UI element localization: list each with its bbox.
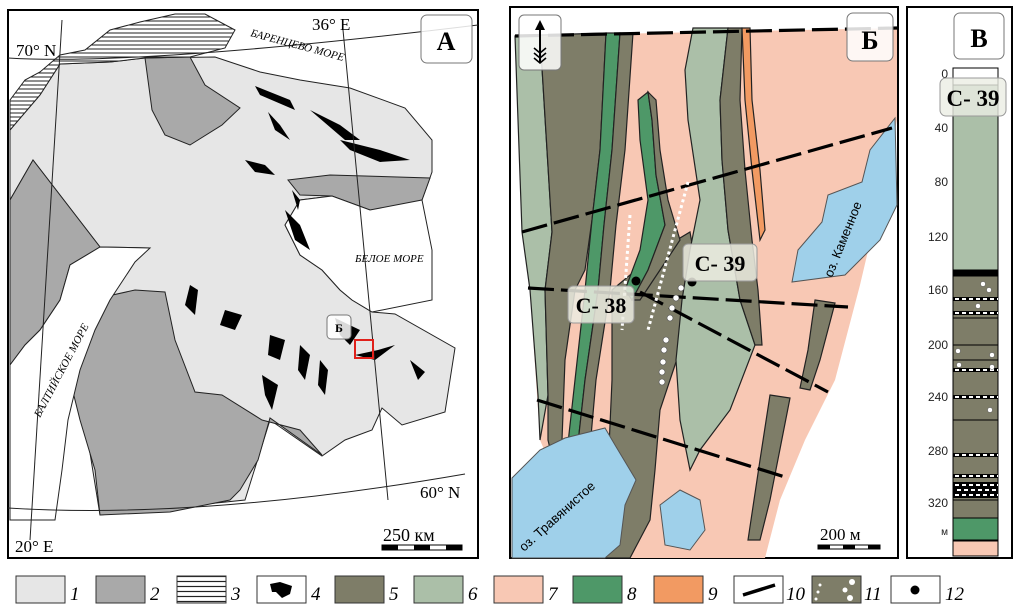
panel-a-map: 70° N 36° E 60° N 20° E БАРЕНЦЕВО МОРЕ Б… xyxy=(7,9,479,559)
lake-kamennoe xyxy=(791,116,898,283)
label-white-sea: БЕЛОЕ МОРЕ xyxy=(354,253,424,265)
dotted-horizon xyxy=(646,181,690,331)
depth-label: м xyxy=(941,527,948,538)
legend-num: 6 xyxy=(468,584,478,605)
north-arrow-icon xyxy=(518,14,562,71)
parallel-70n xyxy=(7,24,479,60)
depth-label: 80 xyxy=(935,175,949,189)
legend-item-11: 11 xyxy=(811,575,882,605)
legend-num: 1 xyxy=(70,584,80,605)
legend-num: 4 xyxy=(311,584,321,605)
well-label-column: С- 39 xyxy=(946,86,999,111)
legend-item-1: 1 xyxy=(15,575,80,605)
sea-baltic xyxy=(9,246,152,521)
scale-label-a: 250 км xyxy=(383,525,435,545)
fault-line xyxy=(536,398,786,479)
legend-num: 9 xyxy=(708,584,718,605)
inset-box-red xyxy=(354,339,374,359)
fault-line xyxy=(514,26,898,38)
label-36e: 36° E xyxy=(312,15,350,34)
pebble-points xyxy=(658,284,685,386)
depth-label: 160 xyxy=(928,283,948,297)
meridian-20e xyxy=(29,19,63,541)
depth-label: 0 xyxy=(941,67,948,81)
legend-item-8: 8 xyxy=(572,575,637,605)
well-label-c39: С- 39 xyxy=(695,251,746,276)
legend-item-6: 6 xyxy=(413,575,478,605)
well-label-box-c38 xyxy=(567,285,635,324)
region-dark-gray-north xyxy=(144,56,241,146)
legend-num: 10 xyxy=(786,584,806,605)
legend-item-7: 7 xyxy=(493,575,559,605)
panel-b-label-box xyxy=(846,12,894,62)
legend-item-9: 9 xyxy=(653,575,718,605)
well-point-c38 xyxy=(631,276,641,286)
meridian-36e xyxy=(342,29,389,501)
legend: 1 2 3 4 5 6 7 8 xyxy=(15,575,965,605)
lake-small xyxy=(659,489,706,551)
column-pebbles xyxy=(955,281,995,413)
depth-label: 120 xyxy=(928,230,948,244)
panel-v-label-box xyxy=(953,12,1005,60)
unit-orange-east xyxy=(741,27,766,243)
panel-v-label: В xyxy=(970,24,987,53)
label-60n: 60° N xyxy=(420,483,460,502)
depth-label: 40 xyxy=(935,121,949,135)
legend-item-12: 12 xyxy=(890,575,965,605)
scale-bar-a xyxy=(381,544,463,551)
unit-olive-east-2 xyxy=(799,299,836,391)
panel-a-label-box xyxy=(420,14,473,64)
depth-label: 280 xyxy=(928,444,948,458)
legend-num: 7 xyxy=(548,584,559,605)
legend-item-4: 4 xyxy=(256,575,321,605)
scale-bar-b xyxy=(817,544,881,550)
column-dotted-horizons xyxy=(953,297,998,498)
inset-label-box xyxy=(326,314,352,340)
unit-olive-finger xyxy=(631,90,681,301)
legend-num: 2 xyxy=(150,584,160,605)
sea-white xyxy=(284,195,433,313)
label-20e: 20° E xyxy=(15,537,53,556)
legend-num: 5 xyxy=(389,584,399,605)
scale-label-b: 200 м xyxy=(820,525,861,544)
legend-item-3: 3 xyxy=(176,575,241,605)
depth-label: 200 xyxy=(928,338,948,352)
legend-num: 12 xyxy=(945,584,965,605)
panel-v-column: В xyxy=(906,6,1013,559)
unit-olive-southeast xyxy=(747,394,791,541)
panel-b-map: С- 38 С- 39 оз. Каменное оз. Травянистое… xyxy=(509,6,899,559)
panel-b-label: Б xyxy=(861,26,878,55)
legend-item-10: 10 xyxy=(733,575,806,605)
legend-num: 11 xyxy=(864,584,882,605)
fault-line xyxy=(521,126,893,234)
well-label-c38: С- 38 xyxy=(576,293,627,318)
label-70n: 70° N xyxy=(16,41,56,60)
region-hatched-norway xyxy=(9,13,236,132)
legend-num: 3 xyxy=(230,584,241,605)
well-label-box-c39 xyxy=(682,243,758,282)
lake-travyanistoe xyxy=(511,427,637,559)
legend-num: 8 xyxy=(627,584,637,605)
depth-label: 320 xyxy=(928,496,948,510)
black-bodies xyxy=(185,86,425,410)
well-label-box-column xyxy=(939,77,1007,117)
parallel-60n xyxy=(7,473,466,511)
panel-a-label: А xyxy=(437,27,456,56)
legend-item-2: 2 xyxy=(95,575,160,605)
legend-item-5: 5 xyxy=(334,575,399,605)
depth-label: 240 xyxy=(928,390,948,404)
inset-label: Б xyxy=(335,321,343,335)
